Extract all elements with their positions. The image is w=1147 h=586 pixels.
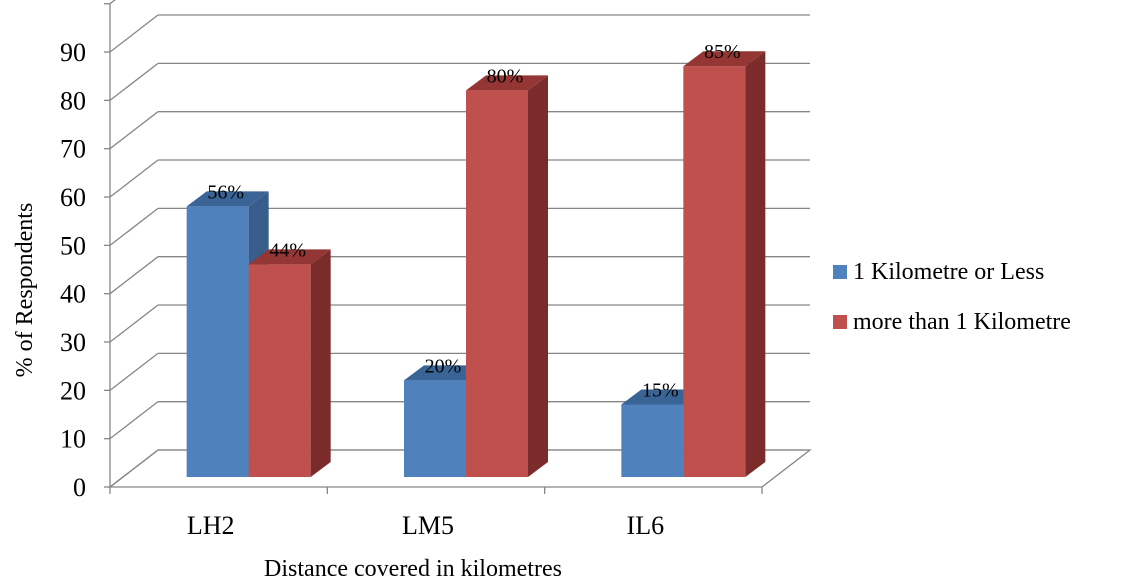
x-tick-label: IL6 (627, 511, 665, 540)
bar (683, 66, 746, 477)
data-label: 20% (425, 355, 462, 377)
gridline-diagonal (109, 159, 159, 198)
data-label: 80% (487, 65, 524, 87)
gridline-diagonal (109, 0, 116, 5)
bar (466, 90, 528, 478)
x-tick-label: LM5 (402, 511, 454, 540)
y-tick-label: 50 (60, 231, 86, 260)
bar-top (466, 75, 548, 91)
bar-side (745, 51, 766, 477)
y-tick-label: 90 (60, 38, 86, 67)
gridline-diagonal (109, 352, 159, 391)
data-label: 44% (269, 239, 306, 261)
gridline-diagonal (109, 111, 159, 150)
legend-label: 1 Kilometre or Less (853, 258, 1045, 285)
gridline-diagonal (109, 449, 159, 488)
gridline-diagonal (109, 256, 159, 295)
y-axis-label: % of Respondents (12, 203, 38, 378)
bar-side (528, 75, 548, 478)
y-tick-label: 70 (60, 135, 86, 164)
bar (248, 264, 311, 477)
legend-swatch (833, 265, 847, 279)
bar (186, 206, 249, 478)
bar-top (186, 191, 269, 207)
data-label: 85% (704, 41, 741, 63)
gridline-diagonal (109, 304, 159, 343)
legend: 1 Kilometre or Less more than 1 Kilometr… (833, 258, 1071, 358)
bar-top (621, 389, 704, 405)
data-label: 15% (642, 380, 679, 402)
data-label: 56% (207, 181, 244, 203)
y-tick-label: 60 (60, 183, 86, 212)
gridline-diagonal (109, 14, 159, 53)
bar (404, 380, 466, 477)
bar-side (310, 249, 331, 477)
y-tick-label: 0 (73, 473, 86, 502)
x-tick-label: LH2 (187, 511, 235, 540)
legend-label: more than 1 Kilometre (853, 308, 1071, 335)
y-tick-label: 10 (60, 425, 86, 454)
x-axis-label: Distance covered in kilometres (264, 556, 562, 582)
bar-top (248, 249, 331, 265)
legend-item: 1 Kilometre or Less (833, 258, 1071, 286)
legend-item: more than 1 Kilometre (833, 308, 1071, 336)
y-tick-label: 80 (60, 86, 86, 115)
bar-top (404, 365, 486, 381)
gridline-diagonal (109, 401, 159, 440)
gridline-diagonal (109, 62, 159, 101)
bar (621, 404, 684, 477)
gridline-diagonal (109, 207, 159, 246)
legend-swatch (833, 315, 847, 329)
bar-top (683, 51, 766, 67)
y-tick-label: 30 (60, 328, 86, 357)
y-tick-label: 40 (60, 280, 86, 309)
y-tick-label: 20 (60, 376, 86, 405)
